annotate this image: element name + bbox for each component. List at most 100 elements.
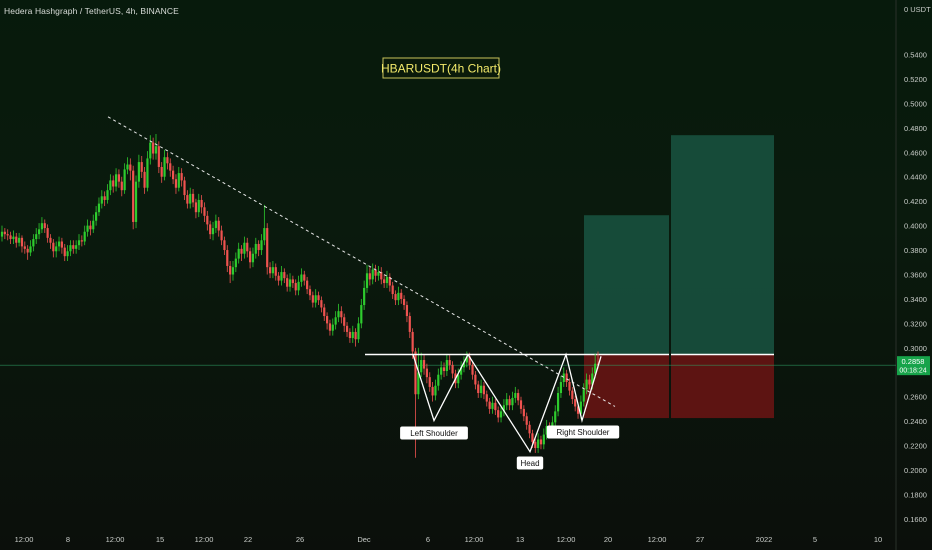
candle-body — [420, 360, 423, 373]
candle-body — [468, 356, 471, 365]
y-tick-label: 0.4400 — [904, 173, 927, 182]
current-price-badge — [897, 356, 930, 376]
candle-body — [160, 166, 163, 177]
candle-body — [502, 405, 505, 412]
x-tick-label: 10 — [874, 535, 882, 544]
x-tick-label: 12:00 — [648, 535, 667, 544]
price-unit-label: 0 USDT — [904, 5, 931, 14]
candle-body — [180, 173, 183, 181]
candle-body — [360, 305, 363, 324]
candle-body — [562, 373, 565, 383]
candle-body — [226, 250, 229, 266]
x-tick-label: 26 — [296, 535, 304, 544]
candle-body — [169, 163, 172, 171]
x-tick-label: 12:00 — [557, 535, 576, 544]
candle-body — [197, 199, 200, 213]
y-tick-label: 0.1600 — [904, 515, 927, 524]
candle-body — [43, 223, 46, 229]
chart-title-box — [382, 57, 500, 79]
y-tick-label: 0.1800 — [904, 490, 927, 499]
x-tick-label: 12:00 — [465, 535, 484, 544]
candle-body — [209, 224, 212, 235]
candle-body — [217, 220, 220, 231]
candle-body — [311, 295, 314, 303]
candle-body — [109, 180, 112, 191]
x-tick-label: 27 — [696, 535, 704, 544]
candle-body — [280, 272, 283, 281]
candle-body — [194, 202, 198, 213]
candle-body — [166, 157, 169, 164]
candle-body — [579, 401, 582, 414]
candle-body — [149, 142, 152, 159]
y-tick-label: 0.5400 — [904, 51, 927, 60]
candle-body — [29, 246, 32, 253]
y-tick-label: 0.2200 — [904, 442, 927, 451]
candle-body — [477, 384, 480, 394]
y-tick-label: 0.4200 — [904, 197, 927, 206]
candle-body — [374, 269, 377, 276]
candle-body — [263, 228, 266, 241]
candle-body — [52, 242, 55, 252]
candle-body — [189, 193, 192, 204]
x-tick-label: 12:00 — [195, 535, 214, 544]
candle-body — [15, 236, 18, 243]
candle-body — [103, 196, 106, 200]
candle-body — [522, 408, 525, 417]
bar-countdown: 00:18:24 — [899, 368, 926, 375]
candle-body — [183, 180, 186, 196]
candle-body — [508, 399, 511, 406]
candle-body — [460, 367, 463, 375]
head-label: Head — [520, 459, 539, 468]
candle-body — [172, 170, 175, 180]
candle-body — [437, 374, 440, 386]
x-tick-label: 15 — [156, 535, 164, 544]
candle-body — [440, 367, 443, 375]
candle-body — [211, 228, 215, 235]
candle-body — [368, 273, 371, 280]
candle-body — [377, 272, 380, 276]
candle-body — [337, 311, 340, 318]
candle-body — [237, 248, 240, 259]
candle-body — [340, 311, 343, 318]
candle-body — [314, 295, 317, 303]
x-tick-label: 5 — [813, 535, 817, 544]
candle-body — [325, 316, 329, 324]
candle-body — [274, 267, 277, 276]
x-tick-label: 22 — [244, 535, 252, 544]
candle-body — [95, 212, 98, 221]
candle-body — [559, 382, 563, 394]
candle-body — [505, 399, 508, 406]
candle-body — [57, 241, 61, 247]
candle-body — [69, 245, 72, 252]
x-tick-label: 2022 — [756, 535, 773, 544]
candle-body — [46, 228, 49, 238]
candle-body — [297, 281, 300, 291]
candle-body — [137, 162, 140, 182]
candle-body — [20, 237, 24, 247]
candle-body — [405, 305, 409, 317]
candle-body — [383, 279, 386, 284]
y-tick-label: 0.3800 — [904, 246, 927, 255]
candle-body — [277, 275, 280, 281]
candle-body — [457, 374, 460, 384]
candle-body — [331, 324, 334, 331]
candle-body — [445, 360, 448, 372]
left-shoulder-label-box — [400, 426, 468, 440]
candle-body — [75, 245, 78, 249]
candle-body — [220, 230, 223, 241]
candle-body — [514, 393, 517, 398]
candle-body — [371, 269, 374, 280]
candle-body — [565, 373, 568, 383]
candle-body — [539, 439, 543, 445]
candle-body — [391, 285, 394, 295]
candle-body — [448, 360, 451, 365]
candle-body — [576, 406, 580, 414]
candle-body — [499, 411, 503, 418]
candle-body — [243, 242, 246, 254]
candle-body — [206, 215, 209, 225]
x-tick-label: Dec — [357, 535, 371, 544]
candle-body — [163, 157, 166, 177]
candle-body — [123, 169, 126, 191]
